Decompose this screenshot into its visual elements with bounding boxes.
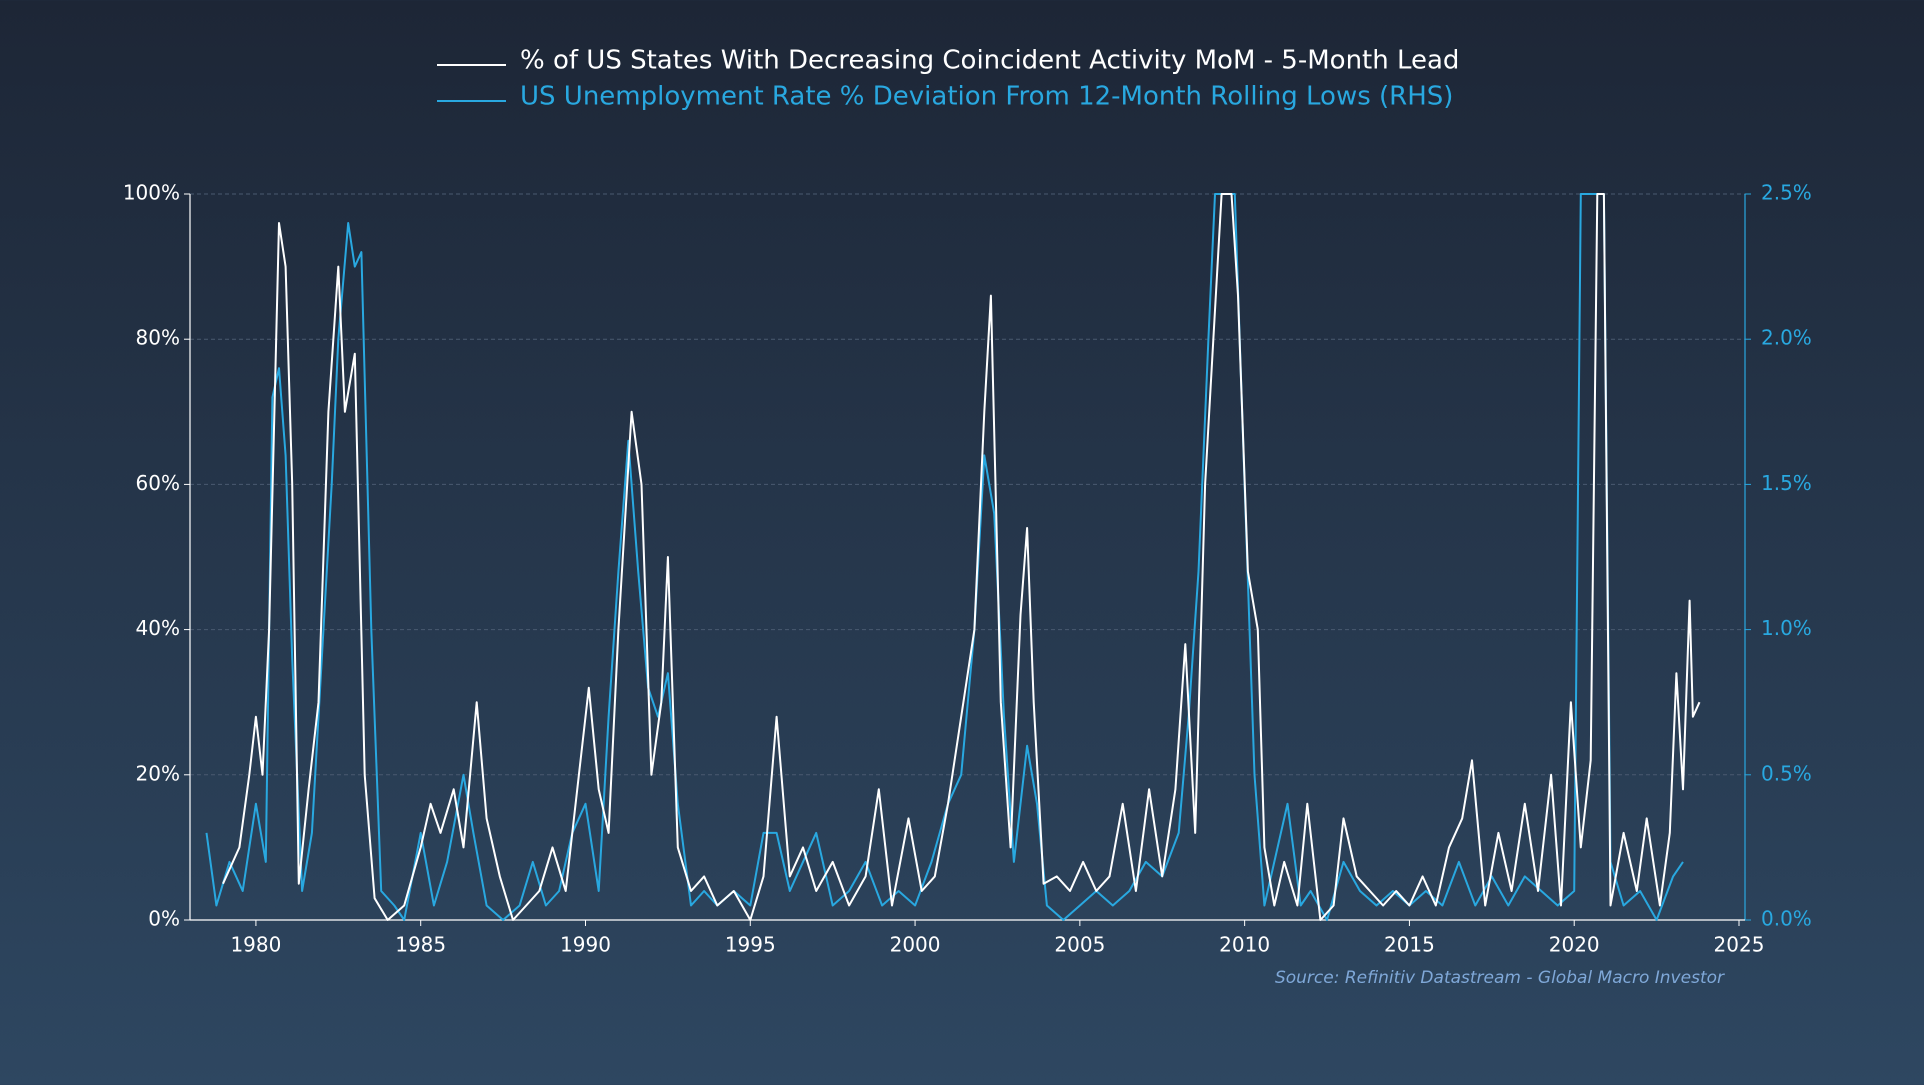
x-tick-label: 1980 bbox=[230, 933, 281, 957]
legend-label: US Unemployment Rate % Deviation From 12… bbox=[520, 82, 1453, 112]
y2-tick-label: 0.5% bbox=[1761, 761, 1812, 785]
y-tick-label: 0% bbox=[148, 907, 180, 931]
source-note: Source: Refinitiv Datastream - Global Ma… bbox=[1275, 968, 1725, 988]
x-tick-label: 1995 bbox=[725, 933, 776, 957]
x-tick-label: 2005 bbox=[1054, 933, 1105, 957]
x-tick-label: 1990 bbox=[560, 933, 611, 957]
x-tick-label: 2010 bbox=[1219, 933, 1270, 957]
y2-tick-label: 1.5% bbox=[1761, 471, 1812, 495]
x-tick-label: 2020 bbox=[1549, 933, 1600, 957]
x-tick-label: 2000 bbox=[890, 933, 941, 957]
y-tick-label: 40% bbox=[136, 616, 180, 640]
y-tick-label: 60% bbox=[136, 471, 180, 495]
x-tick-label: 2025 bbox=[1714, 933, 1765, 957]
y2-tick-label: 0.0% bbox=[1761, 907, 1812, 931]
y2-tick-label: 1.0% bbox=[1761, 616, 1812, 640]
y2-tick-label: 2.5% bbox=[1761, 181, 1812, 205]
y-tick-label: 80% bbox=[136, 326, 180, 350]
y2-tick-label: 2.0% bbox=[1761, 326, 1812, 350]
legend-label: % of US States With Decreasing Coinciden… bbox=[520, 46, 1459, 76]
series-line bbox=[222, 193, 1701, 921]
y-tick-label: 100% bbox=[123, 181, 180, 205]
x-tick-label: 1985 bbox=[395, 933, 446, 957]
y-tick-label: 20% bbox=[136, 761, 180, 785]
x-tick-label: 2015 bbox=[1384, 933, 1435, 957]
